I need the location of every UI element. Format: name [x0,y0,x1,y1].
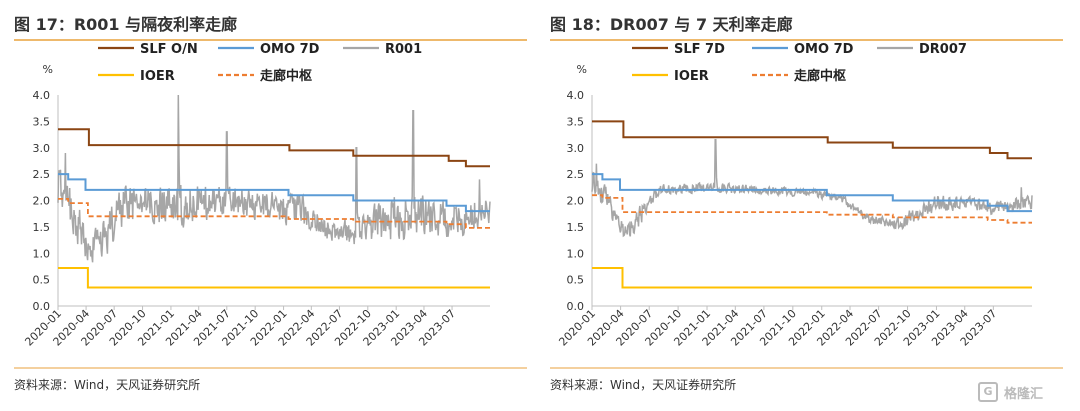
series-line-dr007 [592,140,1032,237]
series-line-slfon [58,129,490,166]
y-tick-label: 2.0 [567,195,585,208]
legend-label: SLF O/N [140,42,198,57]
y-tick-label: 2.0 [33,195,51,208]
legend-label: 走廊中枢 [794,68,846,84]
y-tick-label: 4.0 [567,89,585,102]
legend-label: SLF 7D [674,42,725,57]
y-tick-label: 0.5 [33,274,51,287]
y-tick-label: 1.5 [33,221,51,234]
y-tick-label: 0.0 [567,300,585,313]
y-unit-label: % [43,63,53,76]
y-tick-label: 4.0 [33,89,51,102]
g-logo-icon: G [978,382,998,402]
y-unit-label: % [577,63,587,76]
y-tick-label: 0.0 [33,300,51,313]
legend-label: DR007 [919,42,967,57]
legend-label: 走廊中枢 [260,68,312,84]
series-line-slf7d [592,121,1032,158]
y-tick-label: 2.5 [33,168,51,181]
legend-label: OMO 7D [260,42,320,57]
series-line-r001 [58,95,490,262]
y-tick-label: 2.5 [567,168,585,181]
chart-title: 图 18：DR007 与 7 天利率走廊 [550,15,793,34]
y-tick-label: 1.5 [567,221,585,234]
watermark-text: 格隆汇 [1004,383,1043,402]
source-note: 资料来源：Wind，天风证券研究所 [550,377,736,392]
series-line-ioer [592,268,1032,288]
legend-label: OMO 7D [794,42,854,57]
y-tick-label: 3.5 [567,115,585,128]
y-tick-label: 1.0 [33,247,51,260]
y-tick-label: 3.0 [33,142,51,155]
legend-label: IOER [674,69,709,84]
chart-panel-2: 图 18：DR007 与 7 天利率走廊% 0.0 0.5 1.0 1.5 2.0 2.5 3… [550,15,1063,392]
series-line-ioer [58,268,490,288]
y-tick-label: 3.0 [567,142,585,155]
legend-label: R001 [385,42,422,57]
y-tick-label: 0.5 [567,274,585,287]
chart-title: 图 17：R001 与隔夜利率走廊 [14,15,237,34]
y-tick-label: 3.5 [33,115,51,128]
watermark: G 格隆汇 [978,379,1070,405]
y-tick-label: 1.0 [567,247,585,260]
source-note: 资料来源：Wind，天风证券研究所 [14,377,200,392]
chart-panel-1: 图 17：R001 与隔夜利率走廊% 0.0 0.5 1.0 1.5 2.0 2.5 3.0 3… [14,15,527,392]
legend-label: IOER [140,69,175,84]
